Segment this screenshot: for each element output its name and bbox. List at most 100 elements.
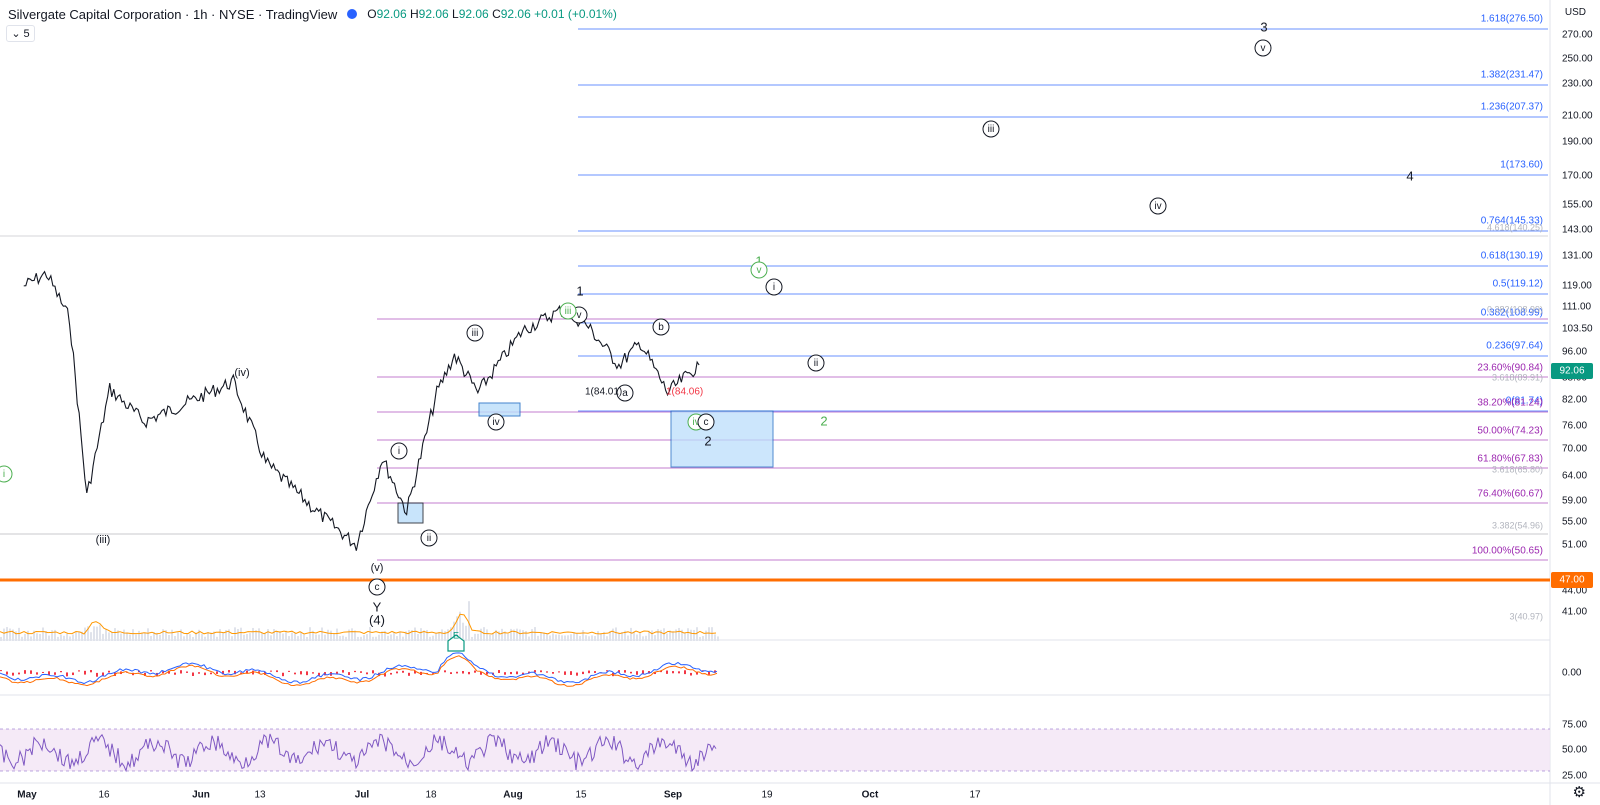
volume-bar <box>528 636 530 641</box>
volume-bar <box>333 633 335 641</box>
macd-histogram-bar <box>294 672 296 675</box>
volume-bar <box>693 629 695 641</box>
volume-bar <box>441 629 443 641</box>
macd-histogram-bar <box>564 671 566 675</box>
volume-bar <box>411 630 413 641</box>
volume-bar <box>684 633 686 641</box>
volume-bar <box>498 631 500 641</box>
volume-bar <box>306 636 308 641</box>
target-zone-box <box>478 402 521 417</box>
volume-bar <box>612 628 614 641</box>
volume-bar <box>159 634 161 641</box>
earnings-marker-label: E <box>453 630 459 640</box>
macd-histogram-bar <box>582 671 584 675</box>
volume-bar <box>483 627 485 641</box>
volume-bar <box>537 635 539 641</box>
fib-extension-label: 1.618(276.50) <box>1481 14 1543 25</box>
price-tick-label: 64.00 <box>1562 471 1587 482</box>
volume-bar <box>111 631 113 641</box>
macd-histogram-bar <box>342 670 344 673</box>
macd-histogram-bar <box>510 671 512 675</box>
volume-bar <box>702 636 704 641</box>
volume-bar <box>243 634 245 641</box>
wave-label-v-small: (v) <box>371 562 384 574</box>
wave-label-i: i <box>398 446 400 457</box>
volume-bar <box>417 633 419 641</box>
wave-label-iii-green: iii <box>565 306 572 317</box>
price-tick-label: 96.00 <box>1562 347 1587 358</box>
wave-label-v: v <box>577 310 582 321</box>
volume-bar <box>471 636 473 641</box>
macd-histogram-bar <box>606 670 608 672</box>
macd-histogram-bar <box>642 670 644 674</box>
macd-histogram-bar <box>540 670 542 673</box>
volume-bar <box>354 630 356 641</box>
fib-extension-label: 1.236(207.37) <box>1481 102 1543 113</box>
macd-histogram-bar <box>48 671 50 676</box>
macd-histogram-bar <box>90 670 92 673</box>
macd-histogram-bar <box>60 671 62 673</box>
volume-bar <box>198 629 200 641</box>
volume-bar <box>294 633 296 641</box>
indicator-collapse-button[interactable]: ⌄ 5 <box>6 25 35 42</box>
macd-histogram-bar <box>228 670 230 673</box>
macd-histogram-bar <box>708 671 710 675</box>
volume-bar <box>33 630 35 641</box>
volume-bar <box>144 632 146 641</box>
macd-histogram-bar <box>222 670 224 675</box>
volume-bar <box>666 633 668 641</box>
volume-bar <box>186 633 188 641</box>
volume-bar <box>0 636 2 641</box>
volume-bar <box>39 634 41 641</box>
volume-bar <box>42 627 44 641</box>
volume-bar <box>327 629 329 641</box>
wave-label-c-circle <box>368 578 386 596</box>
volume-bar <box>468 601 470 641</box>
faint-fib-label: 3(40.97) <box>1509 611 1543 621</box>
earnings-marker-icon <box>447 634 465 652</box>
volume-bar <box>444 631 446 641</box>
volume-bar <box>435 633 437 641</box>
fib-retracement-label: 50.00%(74.23) <box>1477 426 1543 437</box>
volume-bar <box>48 635 50 641</box>
volume-bar <box>222 632 224 641</box>
volume-bar <box>489 634 491 641</box>
volume-bar <box>69 636 71 641</box>
macd-histogram-bar <box>432 672 434 674</box>
symbol-title[interactable]: Silvergate Capital Corporation · 1h · NY… <box>8 6 338 22</box>
volume-bar <box>309 627 311 641</box>
volume-bar <box>501 628 503 641</box>
volume-bar <box>564 635 566 641</box>
volume-bar <box>663 628 665 641</box>
wave-label-iii: iii <box>472 328 479 339</box>
macd-histogram-bar <box>18 672 20 675</box>
volume-bar <box>516 628 518 641</box>
volume-bar <box>303 634 305 641</box>
volume-bar <box>531 629 533 641</box>
wave-label-iii-future: iii <box>988 124 995 135</box>
ohlc-readout: O92.06 H92.06 L92.06 C92.06 +0.01 (+0.01… <box>367 7 617 21</box>
macd-histogram-bar <box>684 670 686 675</box>
currency-label[interactable]: USD <box>1564 7 1586 18</box>
volume-bar <box>660 629 662 641</box>
wave-label-iv-future-circle <box>1149 197 1167 215</box>
volume-bar <box>669 630 671 641</box>
volume-bar <box>642 636 644 641</box>
gear-icon[interactable]: ⚙ <box>1572 784 1586 801</box>
macd-signal-line <box>0 655 718 687</box>
macd-histogram-bar <box>666 670 668 674</box>
volume-bar <box>30 636 32 641</box>
volume-average-line <box>0 613 717 635</box>
macd-histogram-bar <box>414 670 416 674</box>
volume-bar <box>129 634 131 641</box>
price-tick-label: 143.00 <box>1562 225 1593 236</box>
volume-bar <box>402 636 404 641</box>
macd-histogram-bar <box>174 672 176 675</box>
volume-bar <box>348 629 350 641</box>
volume-bar <box>675 629 677 641</box>
macd-line <box>0 652 718 685</box>
volume-bar <box>651 630 653 641</box>
volume-bar <box>363 635 365 641</box>
volume-bar <box>597 631 599 641</box>
